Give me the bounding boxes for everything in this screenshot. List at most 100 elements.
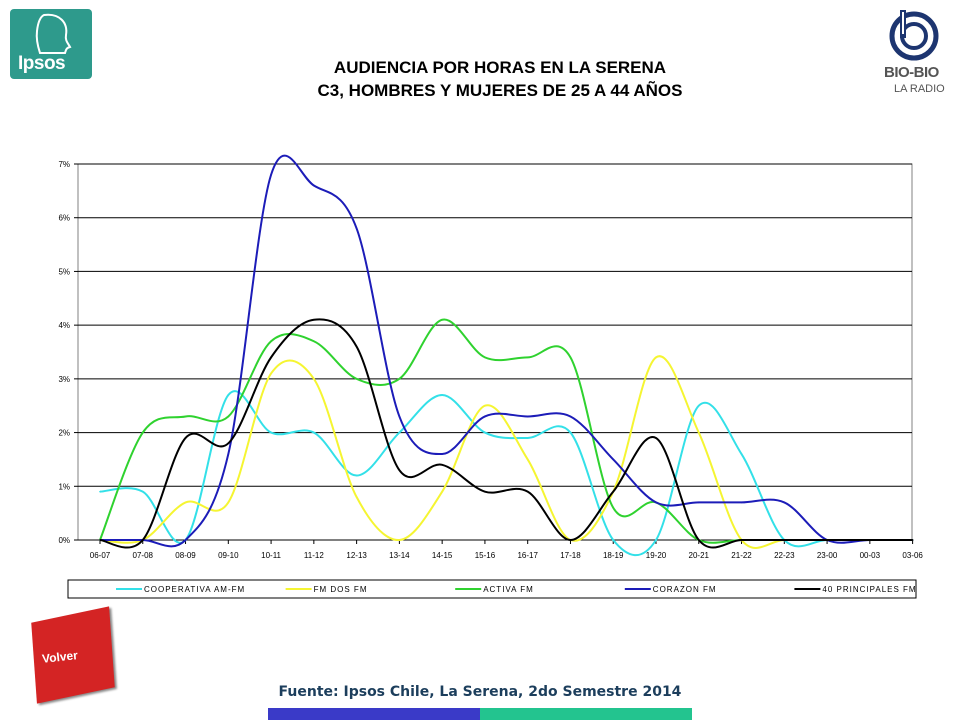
x-tick-label: 09-10 [218, 551, 239, 560]
data-point [99, 490, 101, 493]
data-point [697, 539, 700, 541]
data-point [270, 173, 272, 176]
data-point [398, 469, 401, 471]
biobio-logo-text: BIO-BIO [884, 64, 939, 81]
data-point [526, 415, 529, 418]
data-point [612, 506, 615, 509]
data-point [484, 431, 486, 434]
y-tick-label: 3% [58, 375, 70, 384]
data-point [569, 415, 572, 418]
data-point [99, 539, 101, 541]
x-tick-label: 08-09 [175, 551, 196, 560]
data-point [270, 340, 272, 343]
y-tick-label: 4% [58, 321, 70, 330]
data-point [184, 415, 187, 418]
data-point [484, 356, 486, 359]
data-point [740, 539, 743, 541]
data-point [184, 501, 187, 504]
biobio-logo-subtext: LA RADIO [894, 83, 945, 95]
series-line-4 [100, 154, 913, 548]
data-point [484, 490, 486, 493]
x-tick-label: 16-17 [517, 551, 538, 560]
data-point [355, 496, 358, 498]
data-point [313, 340, 315, 343]
ipsos-head-icon [35, 13, 72, 54]
data-point [569, 356, 572, 359]
data-point [526, 490, 529, 493]
x-tick-label: 23-00 [817, 551, 838, 560]
data-point [612, 539, 615, 541]
biobio-emblem-icon [889, 10, 939, 61]
data-point [697, 404, 700, 407]
title-line-1: AUDIENCIA POR HORAS EN LA SERENA [333, 58, 667, 77]
data-point [526, 356, 529, 359]
ipsos-logo: Ipsos [10, 9, 92, 79]
data-point [740, 453, 743, 455]
data-point [655, 501, 657, 504]
data-point [826, 539, 828, 541]
data-point [484, 415, 486, 418]
data-point [655, 539, 657, 541]
legend-label: ACTIVA FM [483, 585, 534, 594]
data-point [569, 431, 572, 434]
y-tick-label: 5% [58, 267, 70, 276]
footer-bar-blue [268, 708, 480, 720]
source-note: Fuente: Ipsos Chile, La Serena, 2do Seme… [278, 684, 682, 700]
data-point [227, 501, 230, 504]
data-point [141, 539, 144, 541]
y-tick-label: 6% [58, 214, 70, 223]
data-point [697, 431, 700, 434]
data-point [355, 345, 358, 348]
legend-box [67, 579, 917, 599]
data-point [441, 453, 443, 455]
x-tick-label: 06-07 [90, 551, 111, 560]
data-point [398, 415, 401, 418]
data-point [355, 378, 358, 380]
data-point [184, 437, 187, 439]
data-point [612, 490, 615, 493]
data-point [441, 394, 443, 396]
y-tick-label: 2% [58, 429, 70, 438]
data-point [783, 539, 786, 541]
legend-label: 40 PRINCIPALES FM [822, 585, 916, 594]
chart-title: AUDIENCIA POR HORAS EN LA SERENA C3, HOM… [200, 56, 800, 102]
data-point [184, 539, 187, 541]
data-point [911, 539, 914, 541]
data-point [227, 415, 230, 418]
audience-line-chart: 0% 1% 2% 3% 4% 5% 6% 7% 06-07 07-08 08-09 09-10 10-1… [58, 154, 923, 599]
x-tick-label: 20-21 [689, 551, 710, 560]
x-tick-label: 15-16 [475, 551, 496, 560]
series-line-1 [99, 390, 913, 557]
data-point [441, 318, 443, 321]
legend-label: CORAZON FM [653, 585, 717, 594]
data-point [526, 437, 529, 439]
data-point [355, 227, 358, 230]
legend-label: FM DOS FM [314, 585, 368, 594]
x-tick-label: 22-23 [774, 551, 795, 560]
data-point [313, 431, 315, 434]
x-tick-label: 03-06 [902, 551, 923, 560]
data-point [313, 184, 315, 187]
ipsos-logo-text: Ipsos [18, 53, 66, 74]
data-point [270, 372, 272, 375]
data-point [612, 458, 615, 461]
data-point [227, 442, 230, 445]
data-point [569, 539, 572, 541]
data-point [869, 539, 871, 541]
data-point [270, 356, 272, 359]
data-point [655, 356, 657, 359]
data-point [441, 464, 443, 466]
data-point [783, 501, 786, 504]
data-point [270, 431, 272, 434]
data-point [227, 394, 230, 396]
x-tick-label: 19-20 [646, 551, 667, 560]
data-point [141, 490, 144, 493]
data-point [398, 539, 401, 541]
x-tick-label: 14-15 [432, 551, 453, 560]
x-tick-label: 10-11 [261, 551, 281, 560]
data-point [141, 431, 144, 434]
volver-button[interactable]: Volver [22, 604, 122, 704]
x-tick-label: 11-12 [304, 551, 324, 560]
data-point [526, 458, 529, 461]
data-point [484, 404, 486, 407]
